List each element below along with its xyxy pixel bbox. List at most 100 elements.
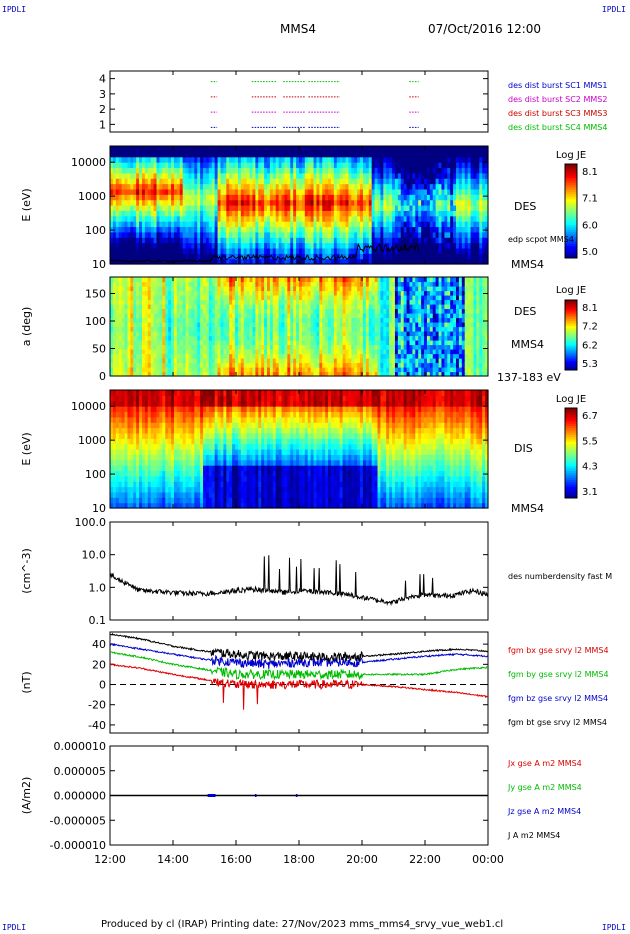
des-pitch-cell (139, 304, 143, 310)
des-pitch-cell (226, 308, 230, 314)
des-energy-cell (406, 205, 411, 211)
burst-ytick-label: 4 (99, 73, 106, 86)
des-energy-cell (362, 151, 367, 158)
des-energy-cell (328, 162, 332, 169)
des-energy-cell (485, 226, 489, 233)
des-energy-cell (208, 178, 213, 185)
des-energy-cell (220, 156, 224, 163)
des-pitch-cell (258, 353, 262, 359)
des-energy-cell (153, 162, 158, 169)
des-energy-cell (208, 258, 213, 265)
des-pitch-cell (203, 317, 207, 323)
des-energy-cell (278, 247, 283, 254)
des-energy-cell (322, 146, 326, 152)
des-energy-cell (255, 156, 259, 163)
des-energy-cell (299, 205, 303, 211)
des-pitch-cell (342, 331, 347, 337)
des-energy-cell (432, 183, 437, 190)
des-energy-cell (380, 151, 384, 158)
des-pitch-cell (310, 290, 315, 296)
des-pitch-cell (252, 295, 256, 301)
des-pitch-cell (272, 308, 277, 314)
des-pitch-cell (255, 331, 259, 337)
des-pitch-cell (351, 299, 355, 305)
des-energy-cell (458, 151, 463, 158)
des-energy-cell (243, 258, 248, 265)
des-energy-cell (115, 237, 120, 244)
des-pitch-cell (171, 326, 175, 332)
des-energy-cell (130, 178, 134, 185)
des-pitch-cell (342, 281, 347, 287)
des-energy-cell (397, 226, 402, 233)
des-energy-cell (275, 146, 280, 152)
des-pitch-cell (156, 362, 161, 368)
des-energy-cell (354, 146, 358, 152)
des-pitch-cell (147, 362, 152, 368)
des-pitch-cell (316, 281, 320, 287)
des-energy-cell (191, 167, 195, 174)
des-pitch-cell (249, 344, 254, 350)
des-energy-cell (246, 162, 251, 169)
des-energy-cell (150, 162, 155, 169)
des-energy-cell (261, 172, 265, 179)
des-pitch-cell (133, 286, 137, 292)
des-pitch-cell (188, 295, 193, 301)
des-pitch-cell (211, 322, 216, 328)
des-pitch-cell (130, 353, 134, 359)
des-pitch-cell (130, 331, 134, 337)
des-pitch-cell (191, 286, 195, 292)
des-pitch-cell (223, 281, 227, 287)
des-energy-cell (421, 215, 425, 222)
des-pitch-cell (322, 367, 326, 373)
des-energy-cell (403, 237, 408, 244)
des-pitch-cell (200, 331, 204, 337)
des-pitch-cell (197, 362, 201, 368)
des-pitch-cell (173, 340, 178, 346)
des-pitch-cell (319, 344, 323, 350)
des-pitch-cell (214, 326, 219, 332)
des-pitch-cell (267, 353, 271, 359)
des-energy-cell (240, 188, 245, 195)
des-pitch-cell (162, 317, 166, 323)
des-energy-cell (127, 221, 131, 228)
des-pitch-cell (299, 317, 303, 323)
des-energy-cell (278, 205, 283, 211)
des-energy-cell (182, 237, 187, 244)
des-energy-colorbar-tick: 5.0 (582, 247, 598, 258)
des-energy-cell (368, 162, 373, 169)
des-energy-cell (426, 226, 431, 233)
des-energy-cell (255, 188, 259, 195)
des-energy-cell (485, 253, 489, 260)
des-pitch-cell (301, 349, 306, 355)
des-energy-cell (458, 199, 463, 206)
des-pitch-cell (208, 335, 213, 341)
des-energy-cell (272, 183, 277, 190)
des-energy-cell (112, 215, 117, 222)
des-energy-cell (176, 156, 181, 163)
des-energy-cell (479, 199, 483, 206)
des-energy-cell (159, 178, 163, 185)
des-pitch-cell (214, 331, 219, 337)
des-energy-cell (426, 172, 431, 179)
des-pitch-cell (272, 362, 277, 368)
des-pitch-cell (156, 299, 161, 305)
des-energy-cell (426, 199, 431, 206)
des-energy-cell (144, 183, 149, 190)
des-energy-cell (240, 221, 245, 228)
des-energy-cell (130, 151, 134, 158)
des-energy-cell (316, 226, 320, 233)
des-energy-cell (272, 258, 277, 265)
des-energy-cell (278, 178, 283, 185)
des-energy-cell (365, 194, 370, 201)
des-energy-cell (383, 172, 387, 179)
des-pitch-cell (269, 367, 274, 373)
des-energy-cell (156, 226, 161, 233)
des-energy-cell (246, 172, 251, 179)
des-energy-cell (456, 183, 460, 190)
des-energy-cell (470, 226, 475, 233)
des-energy-cell (226, 237, 230, 244)
des-pitch-cell (211, 367, 216, 373)
des-pitch-cell (328, 304, 332, 310)
des-energy-cell (342, 151, 347, 158)
des-energy-cell (220, 146, 224, 152)
